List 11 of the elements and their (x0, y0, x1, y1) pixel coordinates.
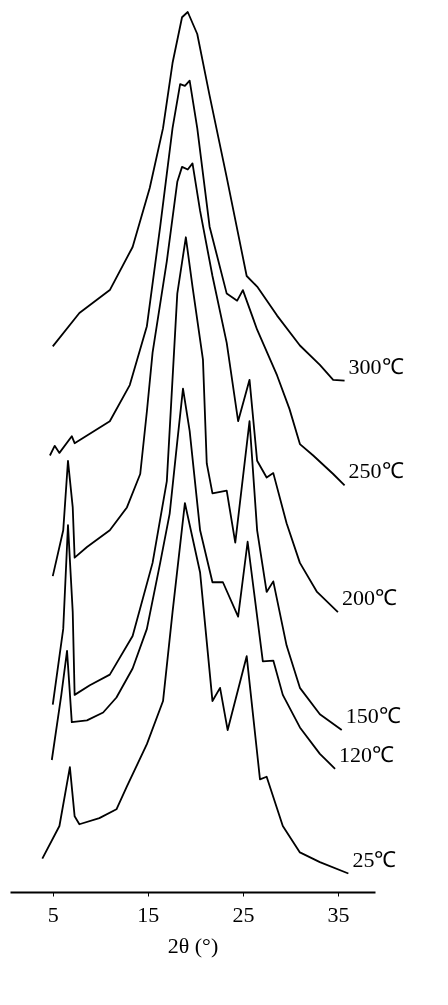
series-label: 25℃ (352, 846, 397, 872)
series-label: 250℃ (348, 458, 404, 484)
series-label: 120℃ (339, 741, 395, 767)
series-label: 150℃ (345, 703, 401, 729)
x-tick-label: 5 (47, 901, 59, 927)
x-tick-label: 25 (232, 901, 255, 927)
series-label: 200℃ (341, 585, 397, 611)
x-tick-label: 15 (137, 901, 160, 927)
x-tick-label: 35 (327, 901, 350, 927)
series-label: 300℃ (348, 353, 404, 379)
x-axis-title: 2θ (°) (167, 932, 219, 958)
